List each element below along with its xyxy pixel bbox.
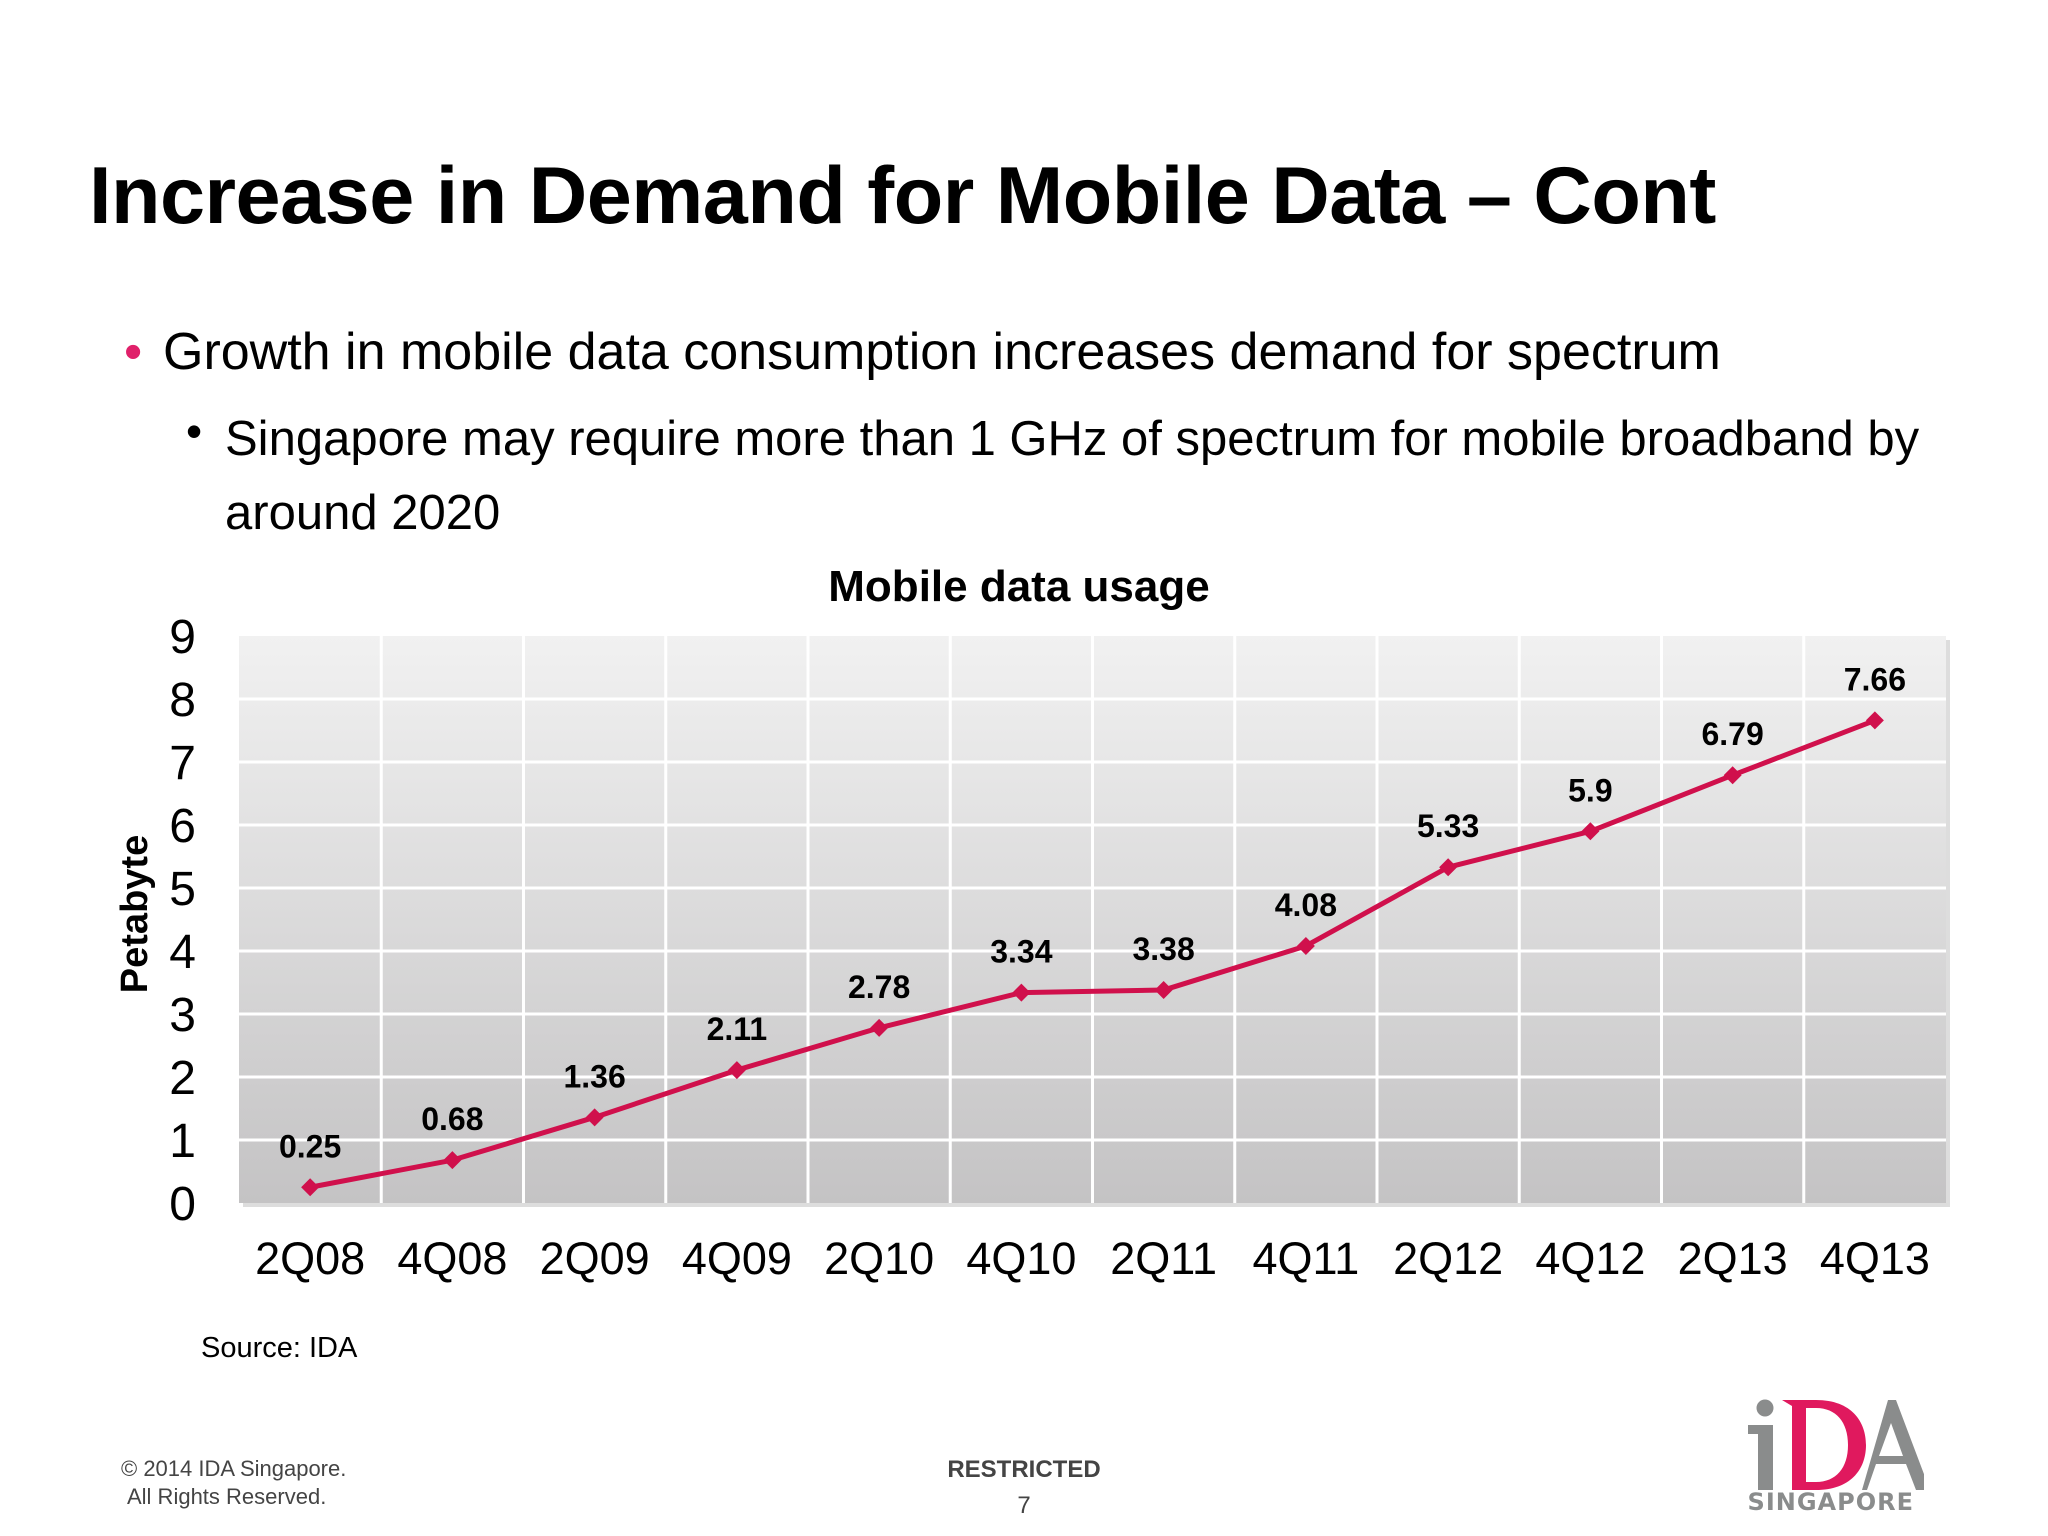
y-tick-label: 7 [169, 737, 196, 790]
data-point-marker [301, 1178, 320, 1197]
data-point-marker [585, 1108, 604, 1127]
y-tick-label: 9 [169, 611, 196, 664]
classification-label: RESTRICTED [947, 1456, 1101, 1483]
y-axis-label: Petabyte [114, 835, 156, 993]
data-markers [301, 711, 1884, 1197]
data-label: 1.36 [563, 1058, 625, 1094]
copyright-line2: All Rights Reserved. [127, 1484, 327, 1509]
page-number: 7 [1017, 1492, 1031, 1519]
x-tick-label: 2Q12 [1393, 1233, 1503, 1284]
y-tick-label: 6 [169, 800, 196, 853]
y-tick-label: 8 [169, 674, 196, 727]
y-tick-label: 5 [169, 863, 196, 916]
data-point-marker [1581, 822, 1600, 841]
data-label: 2.11 [707, 1011, 768, 1047]
sub-bullet-item: Singapore may require more than 1 GHz of… [225, 412, 1920, 540]
y-axis-ticks: 0 1 2 3 4 5 6 7 8 9 [169, 611, 196, 1231]
logo-subtext: SINGAPORE [1748, 1488, 1914, 1513]
data-point-marker [1723, 766, 1742, 785]
bullet-dot: • [124, 323, 143, 381]
y-tick-label: 1 [169, 1115, 196, 1168]
bullet-item: Growth in mobile data consumption increa… [163, 323, 1721, 381]
x-tick-label: 4Q10 [966, 1233, 1076, 1284]
x-tick-label: 4Q09 [682, 1233, 792, 1284]
data-point-marker [1154, 981, 1173, 1000]
x-tick-label: 4Q11 [1253, 1233, 1360, 1284]
data-point-marker [1439, 858, 1458, 877]
data-point-marker [870, 1018, 889, 1037]
x-tick-label: 2Q08 [255, 1233, 365, 1284]
data-point-marker [1865, 711, 1884, 730]
y-tick-label: 4 [169, 926, 196, 979]
y-tick-label: 2 [169, 1052, 196, 1105]
series-line [309, 718, 1876, 1190]
ida-singapore-logo: SINGAPORE [1748, 1399, 1924, 1513]
x-tick-label: 4Q08 [397, 1233, 507, 1284]
copyright: © 2014 IDA Singapore. All Rights Reserve… [121, 1455, 346, 1511]
x-tick-label: 2Q09 [540, 1233, 650, 1284]
data-label: 3.38 [1132, 931, 1194, 967]
sub-bullet-dot: • [186, 405, 203, 457]
x-tick-label: 2Q11 [1110, 1233, 1217, 1284]
y-tick-label: 0 [169, 1178, 196, 1231]
data-labels: 0.25 0.68 1.36 2.11 2.78 3.34 3.38 4.08 5.33 5.9 6… [279, 661, 1906, 1164]
x-tick-label: 4Q12 [1535, 1233, 1645, 1284]
data-label: 4.08 [1275, 887, 1337, 923]
source-note: Source: IDA [201, 1332, 358, 1364]
copyright-line1: © 2014 IDA Singapore. [121, 1456, 347, 1481]
data-label: 3.34 [990, 934, 1052, 970]
data-point-marker [443, 1151, 462, 1170]
data-label: 7.66 [1844, 661, 1906, 697]
x-tick-label: 2Q10 [824, 1233, 934, 1284]
data-label: 0.68 [421, 1101, 483, 1137]
y-tick-label: 3 [169, 989, 196, 1042]
data-point-marker [1012, 983, 1031, 1002]
data-label: 5.9 [1568, 772, 1612, 808]
data-point-marker [1296, 936, 1315, 955]
gridlines [239, 636, 1946, 1203]
slide-title: Increase in Demand for Mobile Data – Con… [89, 151, 1716, 241]
data-label: 6.79 [1701, 716, 1763, 752]
data-label: 5.33 [1417, 808, 1479, 844]
x-tick-label: 4Q13 [1820, 1233, 1930, 1284]
x-tick-label: 2Q13 [1678, 1233, 1788, 1284]
data-point-marker [727, 1061, 746, 1080]
data-label: 2.78 [848, 969, 910, 1005]
chart-title: Mobile data usage [828, 562, 1209, 611]
data-label: 0.25 [279, 1128, 341, 1164]
x-axis-ticks: 2Q08 4Q08 2Q09 4Q09 2Q10 4Q10 2Q11 4Q11 2Q12 4Q12… [255, 1233, 1930, 1284]
